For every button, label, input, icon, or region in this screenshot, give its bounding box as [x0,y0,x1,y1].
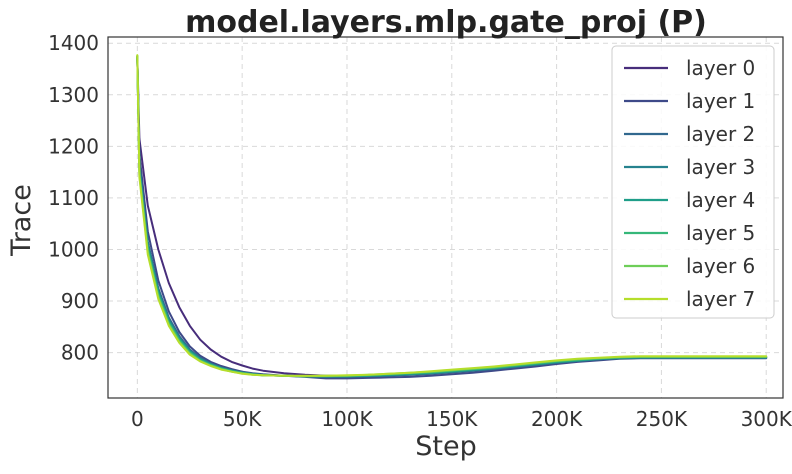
x-tick-label: 0 [131,407,144,431]
y-tick-label: 1000 [48,237,99,261]
series-line-layer-7 [136,54,768,377]
legend-label: layer 1 [686,89,755,113]
x-tick-label: 250K [636,407,688,431]
x-axis-label: Step [415,431,476,462]
x-tick-label: 300K [741,407,792,431]
y-axis-label: Trace [6,184,37,257]
legend-label: layer 7 [686,287,755,311]
x-tick-label: 200K [531,407,583,431]
plot-frame [107,36,784,399]
legend-label: layer 3 [686,155,755,179]
y-tick-label: 1400 [48,31,99,55]
legend-label: layer 5 [686,221,755,245]
y-tick-label: 1200 [48,134,99,158]
tick-layer: 0 50K 100K 150K 200K 250K 300K 800 900 1000 1100 12… [48,31,792,431]
chart-title: model.layers.mlp.gate_proj (P) [185,5,707,40]
x-tick-label: 100K [321,407,373,431]
legend-label: layer 0 [686,56,755,80]
x-tick-label: 50K [223,407,262,431]
x-tick-label: 150K [426,407,478,431]
legend-label: layer 6 [686,254,755,278]
y-tick-label: 1300 [48,83,99,107]
y-tick-label: 900 [61,289,99,313]
y-tick-label: 1100 [48,186,99,210]
series-line-layer-1 [136,57,768,380]
legend-box [611,45,775,319]
legend-label: layer 2 [686,122,755,146]
y-tick-label: 800 [61,341,99,365]
legend: layer 0 layer 1 layer 2 layer 3 layer 4 layer… [611,45,775,319]
series-layer [136,54,768,380]
legend-label: layer 4 [686,188,755,212]
